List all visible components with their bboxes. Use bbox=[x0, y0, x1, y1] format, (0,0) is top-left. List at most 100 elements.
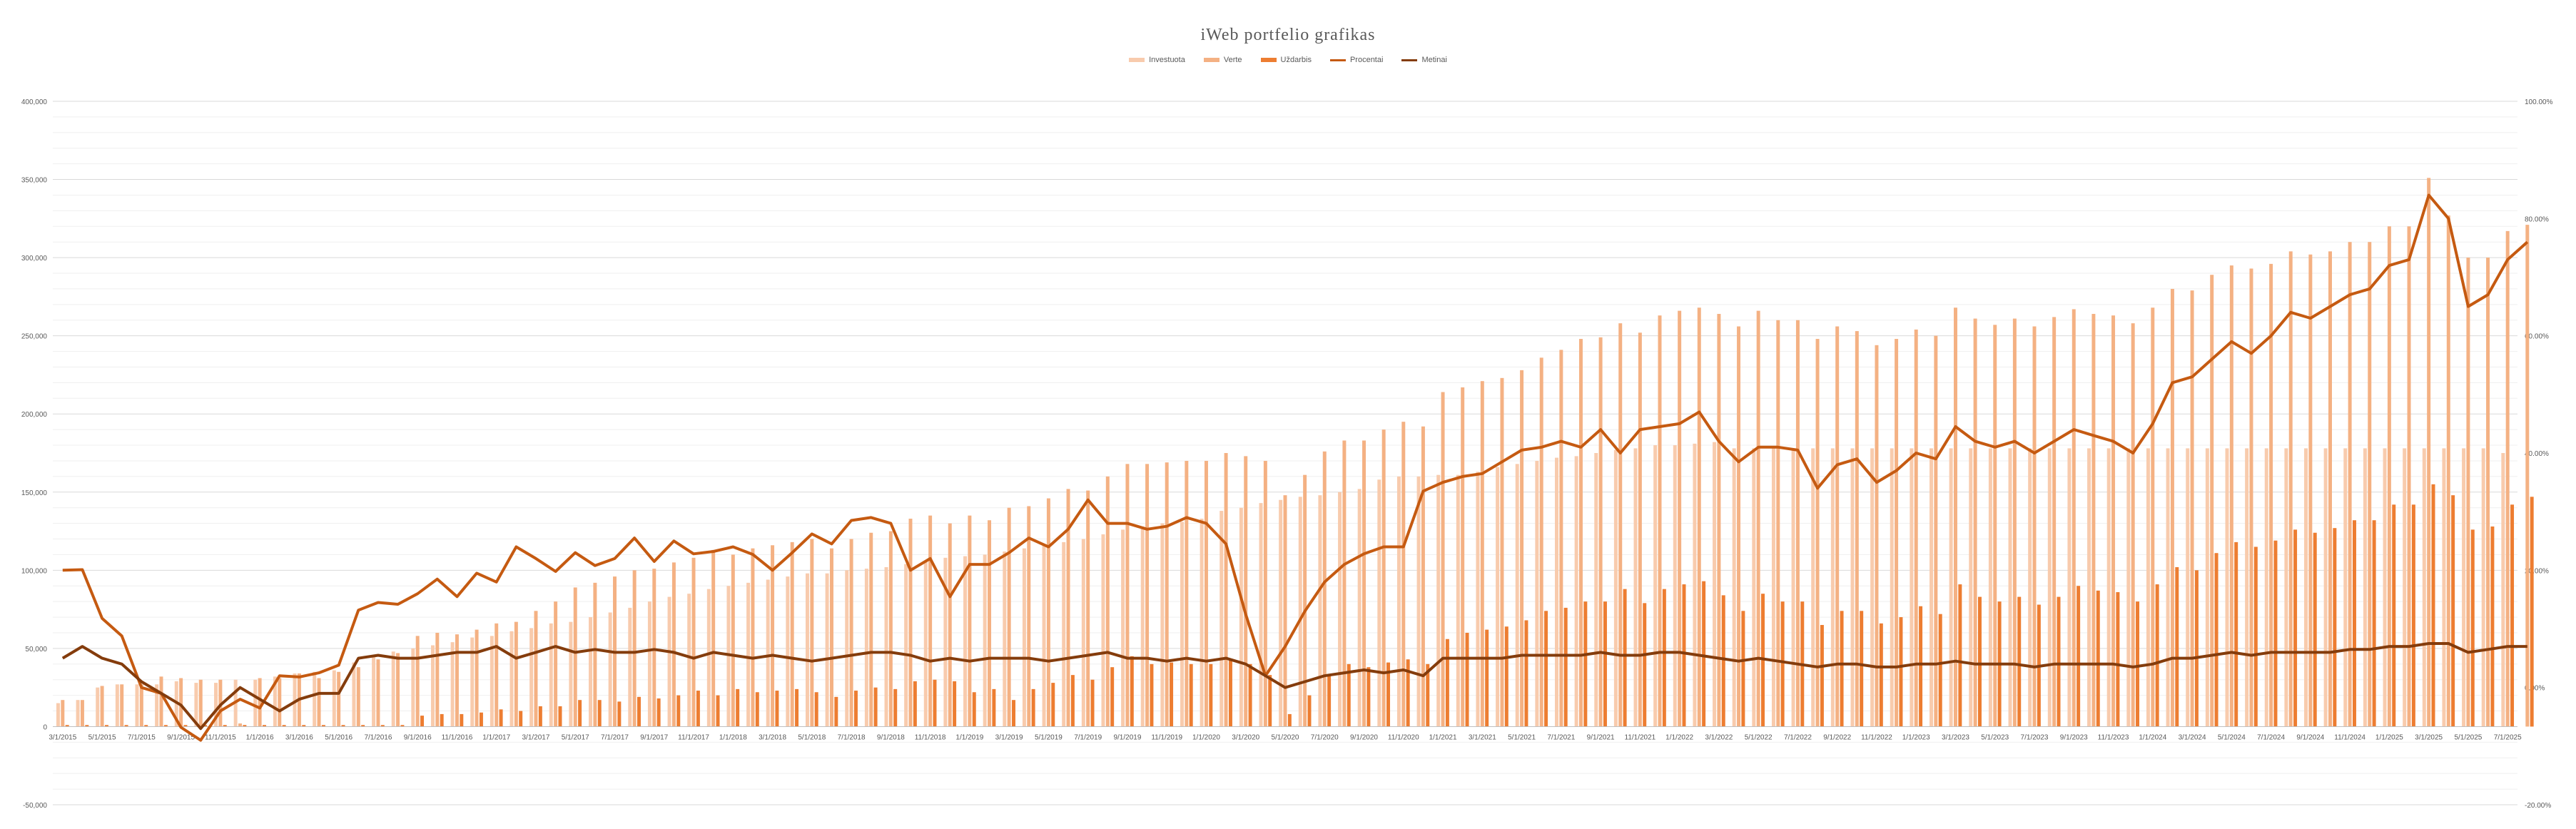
bar-investuota bbox=[1653, 445, 1658, 727]
legend: Investuota Verte Uždarbis Procentai Metinai bbox=[0, 56, 2576, 64]
bar-verte bbox=[1086, 490, 1090, 727]
bar-verte bbox=[2012, 318, 2017, 727]
bar-verte bbox=[2525, 225, 2530, 727]
bar-uždarbis bbox=[1643, 603, 1647, 727]
x-tick-label: 3/1/2017 bbox=[522, 733, 550, 741]
x-tick-label: 3/1/2022 bbox=[1705, 733, 1733, 741]
bar-investuota bbox=[96, 687, 100, 727]
x-tick-label: 11/1/2019 bbox=[1151, 733, 1182, 741]
bar-investuota bbox=[2067, 448, 2072, 727]
x-tick-label: 11/1/2021 bbox=[1625, 733, 1656, 741]
bar-verte bbox=[1283, 495, 1287, 727]
bar-verte bbox=[278, 678, 282, 727]
x-tick-label: 7/1/2015 bbox=[128, 733, 156, 741]
bar-verte bbox=[593, 582, 597, 727]
bar-verte bbox=[1756, 310, 1760, 727]
x-tick-label: 9/1/2016 bbox=[404, 733, 432, 741]
bar-investuota bbox=[1496, 467, 1500, 727]
bar-uždarbis bbox=[2076, 586, 2081, 727]
y-right-tick-label: 20.00% bbox=[2525, 567, 2549, 575]
bar-uždarbis bbox=[1741, 611, 1745, 727]
bar-investuota bbox=[1988, 448, 1992, 727]
bar-uždarbis bbox=[597, 700, 602, 727]
bar-uždarbis bbox=[755, 692, 759, 727]
bar-uždarbis bbox=[341, 725, 345, 727]
bar-investuota bbox=[1022, 548, 1026, 727]
bar-investuota bbox=[2323, 448, 2328, 727]
bar-verte bbox=[317, 678, 321, 727]
legend-label: Procentai bbox=[1349, 56, 1384, 64]
x-tick-label: 1/1/2019 bbox=[955, 733, 983, 741]
bar-verte bbox=[1441, 392, 1445, 727]
bar-investuota bbox=[115, 684, 119, 727]
bar-investuota bbox=[1259, 503, 1263, 727]
bar-verte bbox=[1973, 318, 1977, 727]
bar-verte bbox=[671, 562, 676, 727]
bar-verte bbox=[810, 539, 814, 727]
bar-uždarbis bbox=[2214, 553, 2218, 727]
bar-uždarbis bbox=[1130, 656, 1134, 727]
legend-swatch bbox=[1329, 59, 1346, 61]
bar-verte bbox=[829, 548, 833, 727]
bar-verte bbox=[2229, 265, 2233, 727]
bar-investuota bbox=[1555, 457, 1558, 727]
bar-investuota bbox=[1850, 448, 1855, 727]
bar-investuota bbox=[2343, 448, 2348, 727]
bar-investuota bbox=[1771, 448, 1775, 727]
bar-uždarbis bbox=[1860, 611, 1864, 727]
y-left-tick-label: 400,000 bbox=[21, 98, 48, 106]
bar-uždarbis bbox=[893, 688, 898, 727]
x-tick-label: 1/1/2021 bbox=[1429, 733, 1457, 741]
bar-uždarbis bbox=[223, 725, 227, 727]
bar-uždarbis bbox=[1090, 679, 1095, 727]
bar-uždarbis bbox=[1603, 601, 1607, 727]
bar-verte bbox=[2308, 254, 2313, 727]
bar-verte bbox=[2131, 323, 2135, 727]
legend-item: Verte bbox=[1203, 56, 1242, 64]
bar-verte bbox=[475, 629, 479, 727]
bar-investuota bbox=[1140, 526, 1145, 727]
bar-uždarbis bbox=[163, 725, 168, 727]
bar-uždarbis bbox=[716, 695, 720, 727]
bar-investuota bbox=[1121, 529, 1125, 727]
bar-investuota bbox=[2284, 448, 2288, 727]
line-procentai bbox=[62, 193, 2529, 742]
bar-investuota bbox=[923, 561, 928, 727]
y-right-tick-label: -20.00% bbox=[2525, 802, 2551, 810]
bar-uždarbis bbox=[1386, 662, 1391, 727]
bar-investuota bbox=[2028, 448, 2032, 727]
bar-verte bbox=[1559, 350, 1563, 727]
bar-uždarbis bbox=[2392, 504, 2396, 727]
y-right-tick-label: 0.00% bbox=[2525, 685, 2545, 693]
x-tick-label: 11/1/2016 bbox=[442, 733, 473, 741]
bar-investuota bbox=[253, 679, 258, 727]
bar-verte bbox=[1303, 474, 1307, 727]
bar-uždarbis bbox=[2017, 596, 2022, 727]
x-tick-label: 11/1/2020 bbox=[1388, 733, 1419, 741]
x-tick-label: 3/1/2023 bbox=[1942, 733, 1969, 741]
bar-verte bbox=[1697, 307, 1701, 727]
bar-verte bbox=[238, 723, 242, 727]
bar-investuota bbox=[470, 637, 475, 727]
bar-uždarbis bbox=[2136, 601, 2140, 727]
bar-investuota bbox=[56, 703, 60, 727]
x-tick-label: 5/1/2015 bbox=[88, 733, 116, 741]
bar-uždarbis bbox=[1662, 589, 1666, 727]
bar-uždarbis bbox=[2313, 532, 2317, 727]
bar-uždarbis bbox=[913, 681, 917, 727]
bar-uždarbis bbox=[1445, 639, 1449, 727]
x-tick-label: 5/1/2016 bbox=[325, 733, 353, 741]
bar-investuota bbox=[430, 645, 435, 727]
x-tick-label: 1/1/2024 bbox=[2139, 733, 2166, 741]
bar-investuota bbox=[864, 569, 868, 727]
x-tick-label: 7/1/2018 bbox=[838, 733, 866, 741]
bar-verte bbox=[1795, 320, 1800, 727]
bar-verte bbox=[258, 678, 262, 727]
x-tick-label: 7/1/2017 bbox=[601, 733, 629, 741]
bar-uždarbis bbox=[1268, 675, 1272, 727]
bar-uždarbis bbox=[440, 713, 444, 727]
bar-verte bbox=[2210, 275, 2214, 727]
x-tick-label: 5/1/2017 bbox=[562, 733, 589, 741]
legend-item: Uždarbis bbox=[1260, 56, 1312, 64]
bar-uždarbis bbox=[2411, 504, 2415, 727]
